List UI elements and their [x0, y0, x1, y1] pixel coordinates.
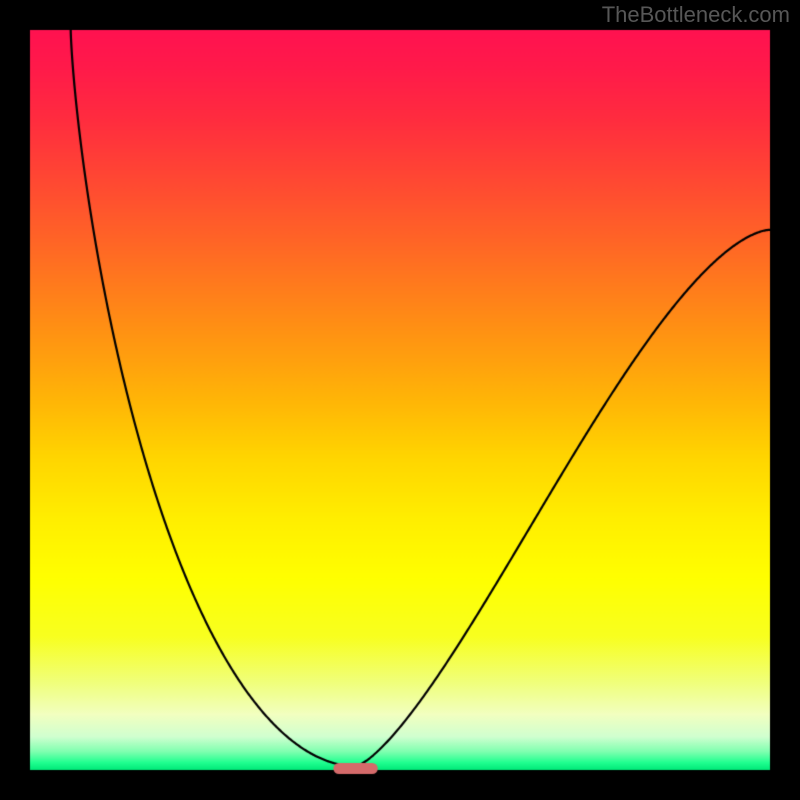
watermark-text: TheBottleneck.com [602, 2, 790, 28]
bottleneck-chart-canvas [0, 0, 800, 800]
